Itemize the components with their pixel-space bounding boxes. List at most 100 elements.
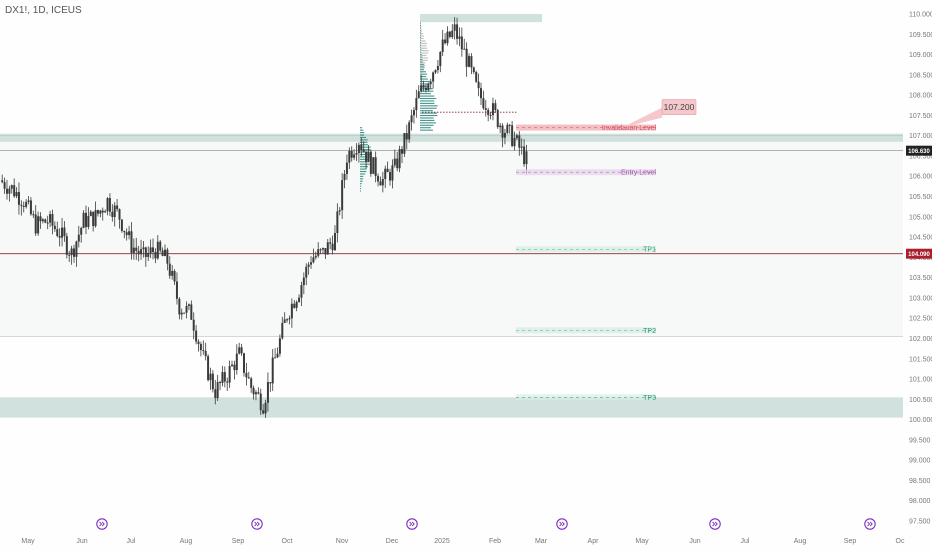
x-tick-label: 2025 [434, 538, 450, 545]
level-band [516, 327, 656, 334]
candle-body [389, 172, 392, 181]
candle-body [99, 210, 102, 214]
y-tick-label: 98.000 [909, 498, 931, 505]
level-invalidation-level: Invalidation Level [516, 124, 656, 132]
candle-body [195, 330, 198, 342]
candle-body [185, 306, 188, 313]
candle-body [441, 39, 444, 52]
candle-body [331, 243, 334, 251]
level-tp2: TP2 [516, 327, 656, 335]
candle-body [396, 158, 399, 169]
candle-body [496, 110, 499, 128]
candle-body [381, 179, 384, 186]
candle-body [321, 248, 324, 250]
candle-body [116, 205, 119, 210]
candle-body [281, 322, 284, 339]
candle-body [101, 210, 104, 213]
y-tick-label: 99.500 [909, 437, 931, 444]
candle-body [27, 200, 30, 202]
candle-body [429, 81, 432, 85]
current-price-badge: 106.630 [906, 145, 932, 156]
candle-body [262, 410, 265, 414]
candles [1, 17, 528, 418]
candle-body [424, 87, 427, 91]
event-marker-icon[interactable] [251, 518, 263, 530]
candle-body [456, 24, 459, 39]
candle-body [80, 227, 83, 235]
candle-body [149, 247, 152, 254]
candle-body [290, 303, 293, 319]
candle-body [348, 150, 351, 163]
candle-body [286, 319, 289, 321]
candle-body [369, 151, 372, 174]
candle-body [415, 98, 418, 111]
candle-body [58, 235, 61, 238]
y-tick-label: 101.500 [909, 356, 932, 363]
candle-body [353, 154, 356, 158]
axes: 110.000 109.500 109.000 108.500 108.000 107.5… [21, 12, 932, 545]
level-label: TP3 [643, 395, 656, 402]
candle-body [391, 165, 394, 181]
candle-body [293, 303, 296, 308]
y-tick-label: 102.500 [909, 316, 932, 323]
candle-body [345, 162, 348, 174]
level-tp3: TP3 [516, 394, 656, 402]
candle-body [525, 151, 528, 165]
y-tick-label: 105.500 [909, 194, 932, 201]
candle-body [39, 216, 42, 222]
candle-body [377, 176, 380, 182]
y-tick-label: 106.000 [909, 174, 932, 181]
candle-body [223, 372, 226, 382]
event-marker-icon[interactable] [864, 518, 876, 530]
event-marker-icon[interactable] [406, 518, 418, 530]
candle-body [219, 382, 222, 384]
candle-body [503, 132, 506, 138]
candle-body [479, 88, 482, 99]
candle-body [393, 158, 396, 166]
candle-body [209, 373, 212, 381]
candle-body [3, 182, 6, 189]
callout-text: 107.200 [664, 102, 695, 112]
candle-body [13, 185, 16, 197]
candle-body [367, 151, 370, 162]
candle-body [427, 84, 430, 91]
candle-body [53, 225, 56, 230]
candle-body [314, 255, 317, 258]
candle-body [190, 304, 193, 320]
current-price-badge-bg [906, 145, 932, 156]
x-tick-label: Mar [535, 538, 548, 545]
y-tick-label: 104.500 [909, 235, 932, 242]
candle-body [94, 210, 97, 227]
x-tick-label: May [21, 538, 35, 545]
candle-body [515, 135, 518, 139]
candle-body [310, 262, 313, 265]
candle-body [199, 344, 202, 350]
event-marker-icon[interactable] [96, 518, 108, 530]
candle-body [451, 30, 454, 38]
candle-body [319, 249, 322, 251]
candle-body [49, 214, 52, 223]
y-tick-label: 100.500 [909, 397, 932, 404]
candle-body [405, 133, 408, 140]
candle-body [175, 281, 178, 299]
x-tick-label: Jun [76, 538, 87, 545]
event-marker-icon[interactable] [556, 518, 568, 530]
candle-body [154, 252, 157, 259]
event-marker-icon[interactable] [709, 518, 721, 530]
candle-body [77, 234, 80, 242]
y-tick-label: 108.500 [909, 72, 932, 79]
candle-body [386, 168, 389, 173]
candle-body [489, 114, 492, 116]
candle-body [242, 353, 245, 373]
candle-body [187, 304, 190, 307]
candle-body [130, 231, 133, 253]
candle-body [446, 31, 449, 44]
zone-0 [0, 133, 903, 142]
level-entry-level: Entry Level [516, 169, 656, 177]
candle-body [307, 264, 310, 267]
candle-body [161, 250, 164, 256]
candle-body [183, 312, 186, 314]
y-tick-label: 110.000 [909, 12, 932, 19]
event-markers [96, 518, 876, 530]
